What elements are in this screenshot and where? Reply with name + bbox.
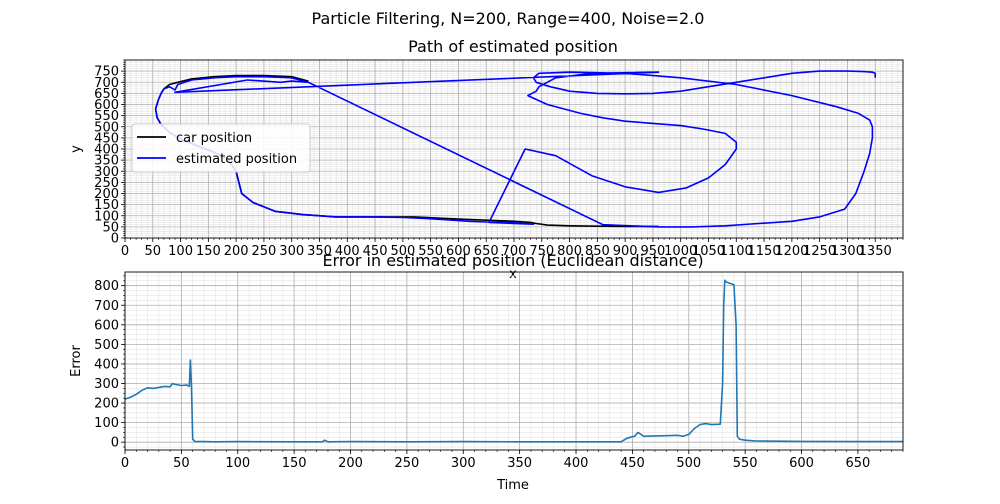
y-tick-label: 550 bbox=[94, 109, 119, 124]
y-tick-label: 600 bbox=[94, 318, 119, 333]
y-tick-label: 400 bbox=[94, 357, 119, 372]
x-tick-label: 1250 bbox=[803, 244, 836, 259]
x-tick-label: 600 bbox=[446, 244, 471, 259]
error-plot-ylabel: Error bbox=[69, 345, 84, 377]
x-tick-label: 1050 bbox=[692, 244, 725, 259]
y-tick-label: 500 bbox=[94, 338, 119, 353]
y-tick-label: 700 bbox=[94, 299, 119, 314]
y-tick-label: 350 bbox=[94, 154, 119, 169]
x-tick-label: 1350 bbox=[859, 244, 892, 259]
y-tick-label: 300 bbox=[94, 377, 119, 392]
y-tick-label: 200 bbox=[94, 187, 119, 202]
error-plot-lines bbox=[124, 279, 903, 443]
legend-label-car: car position bbox=[176, 131, 252, 146]
y-tick-label: 400 bbox=[94, 143, 119, 158]
x-tick-label: 300 bbox=[451, 456, 476, 471]
x-tick-label: 50 bbox=[173, 456, 190, 471]
x-tick-label: 500 bbox=[390, 244, 415, 259]
x-tick-label: 850 bbox=[585, 244, 610, 259]
error-plot-title: Error in estimated position (Euclidean d… bbox=[322, 251, 703, 270]
x-tick-label: 950 bbox=[641, 244, 666, 259]
x-tick-label: 300 bbox=[279, 244, 304, 259]
y-tick-label: 0 bbox=[111, 232, 119, 247]
error-plot-xlabel: Time bbox=[496, 478, 529, 493]
y-tick-label: 50 bbox=[102, 220, 119, 235]
y-tick-label: 100 bbox=[94, 416, 119, 431]
x-tick-label: 450 bbox=[620, 456, 645, 471]
y-tick-label: 750 bbox=[94, 65, 119, 80]
y-tick-label: 250 bbox=[94, 176, 119, 191]
x-tick-label: 350 bbox=[307, 244, 332, 259]
x-tick-label: 700 bbox=[502, 244, 527, 259]
y-tick-label: 700 bbox=[94, 76, 119, 91]
error-plot: Error in estimated position (Euclidean d… bbox=[69, 251, 904, 493]
y-tick-label: 150 bbox=[94, 198, 119, 213]
x-tick-label: 100 bbox=[168, 244, 193, 259]
x-tick-label: 600 bbox=[789, 456, 814, 471]
x-tick-label: 200 bbox=[338, 456, 363, 471]
x-tick-label: 150 bbox=[282, 456, 307, 471]
series-error bbox=[124, 279, 903, 443]
legend: car position estimated position bbox=[131, 123, 311, 173]
x-tick-label: 1100 bbox=[720, 244, 753, 259]
y-tick-label: 100 bbox=[94, 209, 119, 224]
error-plot-grid bbox=[124, 272, 904, 450]
x-tick-label: 400 bbox=[564, 456, 589, 471]
y-tick-label: 450 bbox=[94, 131, 119, 146]
x-tick-label: 750 bbox=[529, 244, 554, 259]
x-tick-label: 250 bbox=[252, 244, 277, 259]
x-tick-label: 650 bbox=[474, 244, 499, 259]
path-plot-ticks: 0 50 100 150 200 250 300 350 400 450 500 550 600 650 7… bbox=[94, 59, 904, 259]
y-tick-label: 600 bbox=[94, 98, 119, 113]
x-tick-label: 1200 bbox=[775, 244, 808, 259]
path-plot-ylabel: y bbox=[69, 145, 84, 153]
x-tick-label: 1000 bbox=[664, 244, 697, 259]
x-tick-label: 550 bbox=[418, 244, 443, 259]
x-tick-label: 150 bbox=[196, 244, 221, 259]
x-tick-label: 400 bbox=[335, 244, 360, 259]
y-tick-label: 650 bbox=[94, 87, 119, 102]
y-tick-label: 500 bbox=[94, 120, 119, 135]
x-tick-label: 0 bbox=[121, 456, 129, 471]
x-tick-label: 350 bbox=[507, 456, 532, 471]
figure-suptitle: Particle Filtering, N=200, Range=400, No… bbox=[312, 9, 705, 28]
legend-box bbox=[131, 123, 311, 173]
y-tick-label: 300 bbox=[94, 165, 119, 180]
error-plot-ticks: 0 50 100 150 200 250 300 350 400 450 500 550 600 650 0… bbox=[94, 275, 904, 471]
path-plot-xlabel: x bbox=[509, 267, 517, 282]
x-tick-label: 100 bbox=[225, 456, 250, 471]
legend-label-estimate: estimated position bbox=[176, 152, 297, 167]
x-tick-label: 50 bbox=[145, 244, 162, 259]
y-tick-label: 800 bbox=[94, 279, 119, 294]
x-tick-label: 550 bbox=[733, 456, 758, 471]
x-tick-label: 650 bbox=[845, 456, 870, 471]
x-tick-label: 500 bbox=[676, 456, 701, 471]
x-tick-label: 200 bbox=[224, 244, 249, 259]
x-tick-label: 0 bbox=[121, 244, 129, 259]
x-tick-label: 450 bbox=[363, 244, 388, 259]
path-plot-title: Path of estimated position bbox=[408, 37, 618, 56]
x-tick-label: 1150 bbox=[748, 244, 781, 259]
x-tick-label: 1300 bbox=[831, 244, 864, 259]
y-tick-label: 200 bbox=[94, 397, 119, 412]
path-plot: Path of estimated position 0 50 100 150 200 2… bbox=[69, 37, 904, 282]
x-tick-label: 250 bbox=[394, 456, 419, 471]
x-tick-label: 800 bbox=[557, 244, 582, 259]
x-tick-label: 900 bbox=[613, 244, 638, 259]
y-tick-label: 0 bbox=[111, 436, 119, 451]
error-plot-frame bbox=[124, 271, 904, 451]
